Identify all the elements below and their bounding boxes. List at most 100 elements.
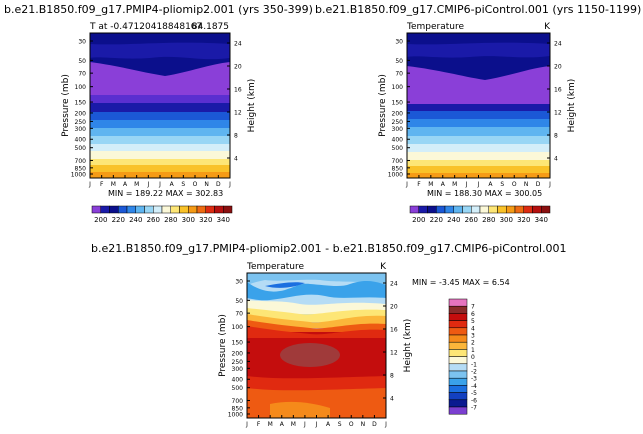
right-band-240 [407, 119, 550, 127]
right-band-290 [407, 166, 550, 173]
left-y-tick-label: 250 [75, 119, 87, 126]
difference-panel-title: b.e21.B1850.f09_g17.PMIP4-pliomip2.001 -… [91, 242, 567, 255]
diff-colorbar-label: 5 [471, 318, 475, 325]
diff-y-axis-title: Pressure (mb) [218, 314, 228, 377]
diff-colorbar-swatch [448, 356, 468, 365]
right-stats: MIN = 188.30 MAX = 300.05 [427, 189, 542, 198]
diff-x-tick-label: J [315, 421, 318, 428]
diff-x-tick-label: M [291, 421, 296, 428]
left-y-tick-label: 850 [75, 165, 87, 172]
diff-h-tick-label: 16 [390, 327, 398, 334]
left-y-axis-title: Pressure (mb) [61, 74, 71, 137]
right-y-tick-label: 150 [392, 100, 404, 107]
left-y-tick-label: 100 [75, 84, 87, 91]
right-y-tick-label: 100 [392, 84, 404, 91]
diff-colorbar-swatch [448, 363, 468, 372]
left-stats: MIN = 189.22 MAX = 302.83 [108, 189, 223, 198]
right-y-tick-label: 70 [395, 71, 403, 78]
diff-x-tick-label: M [268, 421, 273, 428]
left-y-tick-label: 300 [75, 126, 87, 133]
diff-y-tick-label: 850 [232, 405, 244, 412]
left-y-tick-label: 50 [78, 58, 86, 65]
diff-contour-field [247, 273, 386, 418]
right-colorbar-label: 200 [412, 216, 425, 224]
left-x-tick-label: J [88, 181, 91, 188]
left-h-tick-label: 4 [234, 156, 238, 163]
right-panel: Temperature K J F M A M J J A S O N D J3050701001502… [378, 22, 577, 224]
left-band-270 [90, 144, 230, 151]
left-y-tick-label: 150 [75, 100, 87, 107]
diff-y-tick-label: 1000 [228, 412, 243, 419]
right-colorbar-swatch [497, 205, 507, 214]
left-h-tick-label: 20 [234, 64, 242, 71]
left-band-200 [90, 95, 230, 103]
diff-title-units: K [380, 262, 387, 272]
right-colorbar-swatch [488, 205, 498, 214]
diff-colorbar-label: -7 [471, 405, 477, 412]
right-title-variable: Temperature [406, 22, 464, 32]
left-band-290 [90, 165, 230, 172]
left-colorbar-swatch [196, 205, 206, 214]
diff-colorbar-label: -1 [471, 361, 477, 368]
left-band-280 [90, 151, 230, 159]
right-x-tick-label: F [417, 181, 421, 188]
diff-surface-core [270, 401, 330, 418]
right-y-tick-label: 500 [392, 145, 404, 152]
left-colorbar-swatch [91, 205, 101, 214]
diff-x-tick-label: F [257, 421, 261, 428]
left-colorbar-swatch [161, 205, 171, 214]
left-x-tick-label: F [100, 181, 104, 188]
diff-colorbar-label: 7 [471, 304, 475, 311]
right-colorbar-swatch [541, 205, 551, 214]
right-y-tick-label: 400 [392, 137, 404, 144]
left-y-tick-label: 70 [78, 71, 86, 78]
left-colorbar-swatch [126, 205, 136, 214]
right-x-tick-label: J [477, 181, 480, 188]
right-panel-title: b.e21.B1850.f09_g17.CMIP6-piControl.001 … [315, 3, 641, 16]
left-band-230 [90, 112, 230, 120]
diff-h-tick-label: 8 [390, 373, 394, 380]
right-x-tick-label: O [512, 181, 517, 188]
left-h-tick-label: 12 [234, 110, 242, 117]
difference-panel: Temperature K J F M A M J J A S O N D J3050701001502… [218, 262, 510, 428]
right-axes: J F M A M J J A S O N D J305070100150200250300400500… [378, 39, 577, 189]
left-h-tick-label: 16 [234, 87, 242, 94]
left-title-units: 84.1875 [192, 22, 229, 32]
diff-colorbar-swatch [448, 334, 468, 343]
left-colorbar-label: 220 [112, 216, 125, 224]
diff-x-tick-label: N [361, 421, 366, 428]
diff-y-tick-label: 700 [232, 398, 244, 405]
left-colorbar-swatch [214, 205, 224, 214]
diff-colorbar-label: -6 [471, 397, 477, 404]
left-y-tick-label: 700 [75, 158, 87, 165]
right-colorbar-swatch [532, 205, 542, 214]
left-y-tick-label: 200 [75, 110, 87, 117]
right-colorbar-label: 260 [465, 216, 478, 224]
diff-h-tick-label: 20 [390, 304, 398, 311]
left-band-250 [90, 128, 230, 136]
diff-x-tick-label: J [245, 421, 248, 428]
right-x-tick-label: N [524, 181, 529, 188]
left-x-tick-label: A [170, 181, 175, 188]
diff-x-tick-label: S [338, 421, 342, 428]
diff-colorbar-label: 1 [471, 347, 475, 354]
diff-lower-band [247, 376, 386, 392]
diff-colorbar-label: -3 [471, 376, 477, 383]
left-contour-field [90, 33, 230, 178]
left-h-axis-title: Height (km) [247, 79, 257, 133]
diff-colorbar-swatch [448, 349, 468, 357]
right-y-tick-label: 50 [395, 58, 403, 65]
left-axes: J F M A M J J A S O N D J305070100150200250300400500… [61, 39, 257, 189]
left-colorbar-label: 240 [129, 216, 142, 224]
right-y-tick-label: 250 [392, 119, 404, 126]
diff-colorbar-swatch [448, 377, 468, 386]
diff-colorbar-label: 0 [471, 354, 475, 361]
left-band-260 [90, 136, 230, 144]
right-x-tick-label: D [536, 181, 541, 188]
right-contour-field [407, 33, 550, 178]
right-y-tick-label: 30 [395, 39, 403, 46]
diff-colorbar-label: 4 [471, 325, 475, 332]
left-x-tick-label: J [146, 181, 149, 188]
left-colorbar-swatch [205, 205, 215, 214]
